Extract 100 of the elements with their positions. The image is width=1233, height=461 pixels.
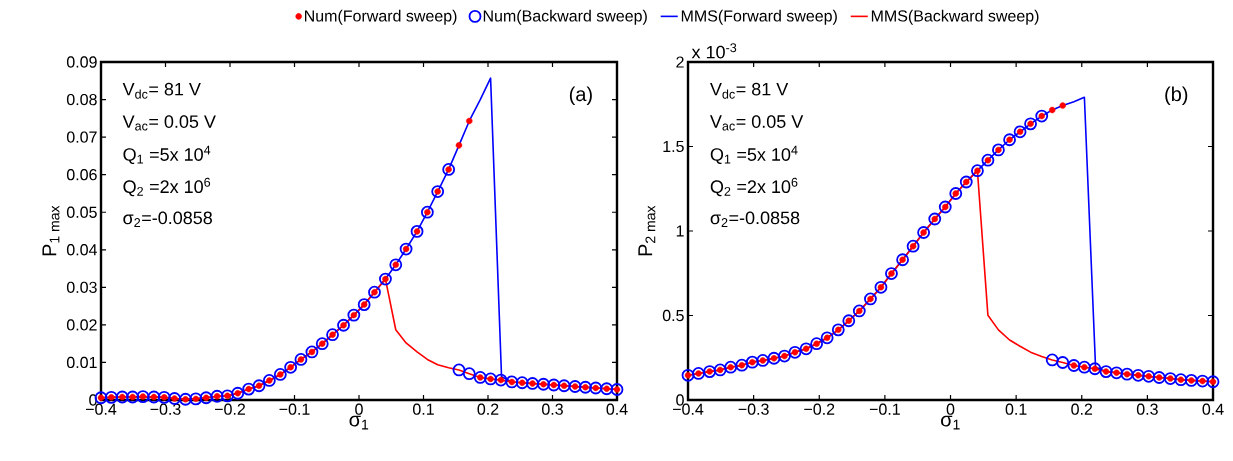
point: [1152, 371, 1166, 384]
point: [703, 365, 717, 379]
point: [1110, 366, 1123, 380]
point: [1163, 372, 1177, 385]
point: [210, 389, 224, 403]
point: [1184, 373, 1198, 387]
point: [326, 328, 339, 342]
point: [179, 392, 192, 406]
point: [745, 355, 759, 369]
x-tick-label: 0.1: [413, 403, 434, 415]
annotation: Q$_{1}$ =5x 10$^{4}$: [710, 145, 798, 165]
point: [589, 381, 603, 395]
point: [452, 363, 466, 377]
y-tick-label: 0.04: [66, 244, 97, 256]
x-tick-label: 0.2: [477, 403, 499, 415]
y-tick-label: 0.08: [66, 93, 97, 106]
x-tick-label: 0: [355, 403, 363, 415]
point: [199, 391, 213, 405]
point: [938, 200, 952, 214]
point: [547, 378, 561, 392]
x-tick-label: −0.1: [869, 403, 900, 415]
x-tick-label: −0.3: [150, 403, 181, 415]
y-tick-label: 0.02: [66, 319, 97, 331]
annotation: V$_{ac}$= 0.05 V: [122, 115, 216, 131]
y-tick-label: 1.5: [663, 140, 684, 153]
y-tick-label: 1: [676, 225, 684, 237]
text: x 10$^{-3}$: [691, 43, 737, 59]
point: [337, 318, 350, 332]
point: [557, 379, 571, 393]
point: [357, 298, 371, 312]
y-tick-label: 0.03: [66, 281, 97, 293]
x-tick-label: 0.1: [1005, 403, 1027, 415]
annotation: σ$_{2}$=-0.0858: [123, 211, 212, 227]
x-tick-label: 0.4: [606, 403, 628, 415]
annotation: Q$_{2}$ =2x 10$^{6}$: [123, 177, 211, 197]
x-tick-label: 0.4: [1202, 403, 1224, 415]
y-tick-label: 0.05: [66, 206, 97, 218]
point: [1059, 102, 1066, 109]
y-tick-label: 2: [676, 56, 684, 68]
point: [600, 382, 614, 396]
point: [284, 360, 298, 374]
y-axis-title: P$_{1 max}$: [42, 205, 60, 256]
point: [262, 374, 276, 387]
point: [442, 163, 456, 176]
point: [420, 205, 434, 219]
point: [831, 323, 845, 337]
point: [115, 390, 129, 404]
legend-label: MMS(Forward sweep): [681, 9, 837, 25]
y-tick-label: 0.09: [66, 56, 97, 68]
y-tick-label: 0.5: [662, 309, 684, 322]
annotation: V$_{dc}$= 81 V: [122, 82, 201, 99]
point: [1013, 125, 1027, 139]
point: [906, 239, 920, 253]
point: [389, 258, 403, 272]
point: [455, 142, 463, 149]
point: [949, 187, 963, 200]
annotation: σ$_{2}$=-0.0858: [710, 211, 800, 227]
point: [788, 345, 802, 359]
point: [1131, 368, 1145, 382]
x-tick-label: 0: [946, 403, 955, 415]
annotation: (b): [1165, 86, 1188, 106]
point: [971, 164, 984, 178]
point: [273, 368, 287, 381]
y-tick-label: 0.07: [66, 131, 97, 143]
point: [315, 337, 329, 351]
point: [410, 224, 424, 238]
point: [852, 304, 866, 318]
point: [578, 380, 592, 394]
x-axis-title: σ$_{1}$: [941, 415, 960, 430]
point: [1003, 133, 1016, 147]
legend-label: Num(Backward sweep): [483, 9, 647, 25]
point: [724, 360, 738, 374]
point: [896, 253, 909, 267]
annotation: Q$_{2}$ =2x 10$^{6}$: [710, 177, 798, 197]
point: [1035, 109, 1049, 123]
point: [431, 185, 445, 198]
point: [1142, 369, 1156, 383]
point: [1045, 353, 1059, 367]
point: [1088, 362, 1102, 376]
point: [1099, 365, 1113, 379]
annotation: V$_{dc}$= 81 V: [710, 82, 789, 99]
point: [136, 390, 150, 404]
x-tick-label: −0.1: [279, 403, 310, 415]
legend-label: MMS(Backward sweep): [871, 9, 1039, 25]
y-tick-label: 0.01: [66, 356, 97, 369]
point: [537, 377, 550, 391]
point: [515, 376, 529, 390]
point: [231, 386, 245, 400]
x-tick-label: 0.2: [1071, 403, 1093, 415]
annotation: (a): [569, 86, 592, 106]
annotation: V$_{ac}$= 0.05 V: [710, 115, 804, 131]
point: [810, 337, 824, 351]
point: [462, 367, 476, 381]
x-tick-label: −0.2: [804, 403, 835, 415]
x-tick-label: −0.2: [214, 403, 245, 415]
point: [157, 390, 171, 404]
point: [799, 342, 813, 356]
x-axis-title: σ$_{1}$: [349, 415, 369, 430]
point: [126, 390, 140, 404]
point: [473, 371, 487, 384]
